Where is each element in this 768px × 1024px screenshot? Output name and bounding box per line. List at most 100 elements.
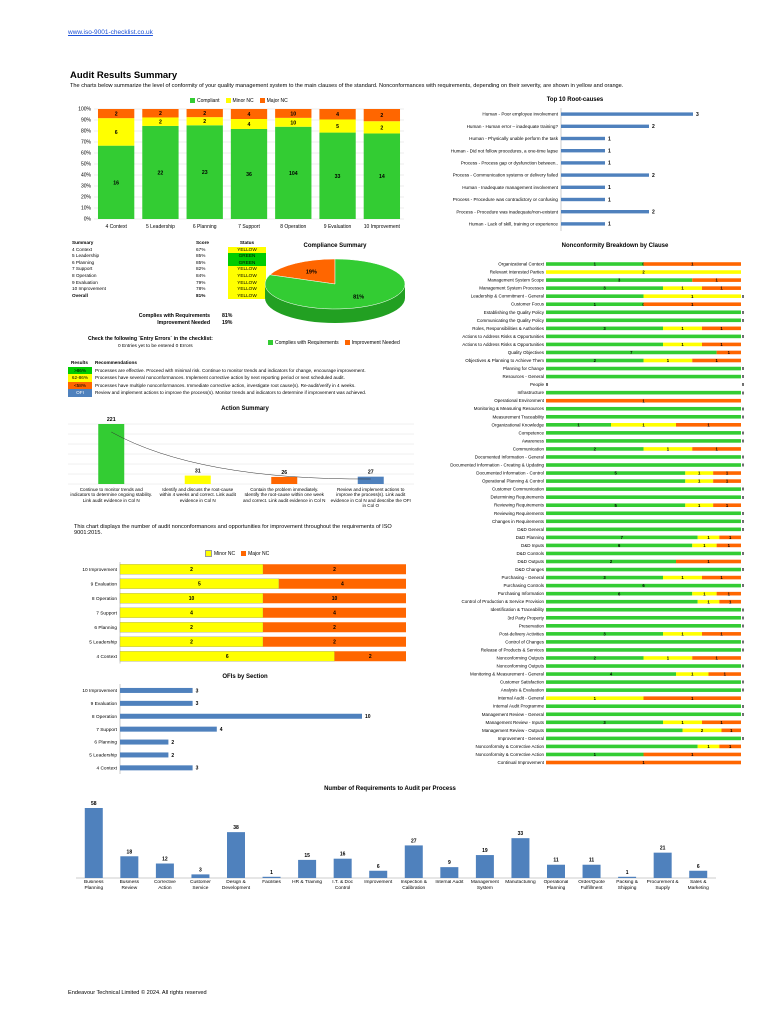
site-url-link[interactable]: www.iso-9001-checklist.co.uk: [68, 29, 153, 36]
process-label: Sales & Marketing: [687, 880, 709, 891]
summary-score: 78%: [196, 286, 206, 292]
entry-errors-title: Check the following `Entry Errors` in th…: [88, 336, 213, 342]
segment-label: 1: [642, 760, 645, 765]
category-label: 7 Support: [96, 727, 117, 733]
legend-improvement: Improvement Needed: [344, 340, 400, 346]
clause-label: Nonconformity & Corrective Action: [475, 744, 544, 749]
clause-bar-segment: [546, 286, 663, 290]
summary-status: GREEN: [228, 259, 266, 267]
process-label: I.T. & Doc Control: [332, 880, 354, 891]
results-band: >86%: [68, 366, 92, 375]
clause-label: Release of Products & Services: [481, 647, 545, 652]
segment-label: 2: [701, 728, 704, 733]
summary-status: YELLOW: [228, 272, 266, 280]
process-label: Facilities: [262, 880, 281, 885]
data-label: 3: [196, 701, 199, 707]
clause-bar-segment: [546, 503, 686, 508]
clause-label: Measurement Traceability: [492, 414, 544, 419]
segment-label: 1: [715, 358, 718, 363]
segment-label: 1: [715, 656, 718, 661]
category-label: 7 Support: [96, 610, 117, 616]
data-label: 10: [365, 714, 371, 720]
y-tick-label: 60%: [81, 151, 92, 157]
data-label: 2: [333, 640, 336, 646]
data-label: 26: [281, 470, 287, 476]
segment-label: 0: [742, 455, 745, 460]
stacked-bar-segment: [275, 126, 312, 219]
clause-label: Roles, Responsibilities & Authorities: [472, 326, 545, 331]
clause-bar-segment: [546, 471, 686, 475]
clause-bar-segment: [546, 334, 741, 339]
segment-label: 2: [642, 270, 645, 275]
summary-row: 5 Leadership 85% GREEN: [70, 253, 266, 260]
clause-bar-segment: [546, 270, 741, 274]
clause-bar-segment: [692, 358, 741, 363]
nc-section-legend: Minor NC Major NC: [205, 550, 269, 557]
action-bar: [357, 476, 384, 484]
status-header: Status: [239, 240, 255, 245]
clause-bar-segment: [643, 262, 741, 266]
clause-bar-segment: [546, 479, 686, 483]
summary-status: YELLOW: [228, 286, 266, 293]
legend-minor-nc-2: Minor NC: [205, 550, 235, 557]
clause-bar-segment: [663, 286, 702, 290]
summary-row: 6 Planning 85% GREEN: [70, 259, 266, 267]
clause-bar-segment: [697, 535, 720, 540]
category-label: 4 Context: [96, 765, 117, 771]
clause-label: Changes in Requirements: [492, 519, 545, 524]
segment-label: 1: [703, 543, 706, 548]
segment-label: 1: [681, 575, 684, 580]
recommendations-header: Recommendations: [95, 360, 137, 365]
summary-table: Summary Score Status 4 Context 67% YELLOW 5…: [70, 240, 266, 300]
data-label: 1: [608, 136, 611, 142]
clause-label: Management System Scope: [487, 278, 544, 283]
segment-label: 1: [707, 422, 710, 427]
process-bar: [155, 863, 174, 878]
process-bar: [618, 876, 637, 878]
clause-label: Internal Audit - General: [498, 696, 544, 701]
clause-bar-segment: [682, 728, 722, 733]
process-category: Business Review: [120, 880, 139, 891]
stacked-bar-segment: [186, 117, 223, 126]
segment-label: 1: [698, 471, 701, 476]
data-label: 11: [553, 858, 559, 864]
data-label: 4: [333, 611, 336, 617]
requirements-per-process-chart: 58 Business Planning 18 Business Review 12 Co…: [76, 801, 716, 891]
y-tick-label: 20%: [81, 195, 92, 201]
stacked-bar-segment: [319, 119, 356, 133]
process-category: Inspection & Calibration: [401, 880, 427, 891]
data-label: 2: [115, 112, 118, 118]
clause-label: D&D General: [517, 527, 544, 532]
clause-bar-segment: [719, 535, 741, 540]
process-bar: [582, 864, 601, 878]
y-tick-label: 90%: [81, 118, 92, 124]
pie-label: 19%: [306, 270, 317, 276]
segment-label: 1: [720, 286, 723, 291]
legend-major-nc: Major NC: [259, 98, 288, 104]
process-label: Manufacturing: [505, 880, 536, 885]
stacked-bar-segment: [230, 119, 268, 129]
process-label: Customer Service: [190, 880, 211, 891]
bar: [561, 136, 605, 141]
segment-label: 0: [742, 495, 745, 500]
segment-label: 7: [621, 535, 624, 540]
segment-label: 3: [603, 720, 606, 725]
x-tick-label: 8 Operation: [280, 224, 306, 230]
clause-bar-segment: [716, 543, 741, 548]
clause-label: Post-delivery Activities: [499, 631, 545, 636]
segment-label: 1: [728, 543, 731, 548]
clause-label: Preservation: [519, 623, 545, 628]
process-label: Operational Planning: [543, 880, 569, 891]
category-label: 10 Improvement: [82, 688, 117, 694]
segment-label: 0: [742, 487, 745, 492]
data-label: 4: [190, 611, 193, 617]
summary-row: 7 Support 82% YELLOW: [70, 266, 266, 273]
segment-label: 1: [691, 672, 694, 677]
summary-clause: 6 Planning: [72, 259, 95, 265]
clause-bar-segment: [716, 350, 741, 355]
bar: [561, 161, 605, 165]
clause-bar-segment: [546, 543, 693, 548]
process-category: Facilities: [262, 880, 281, 885]
bar: [120, 739, 169, 745]
pie-label: 81%: [353, 294, 364, 300]
